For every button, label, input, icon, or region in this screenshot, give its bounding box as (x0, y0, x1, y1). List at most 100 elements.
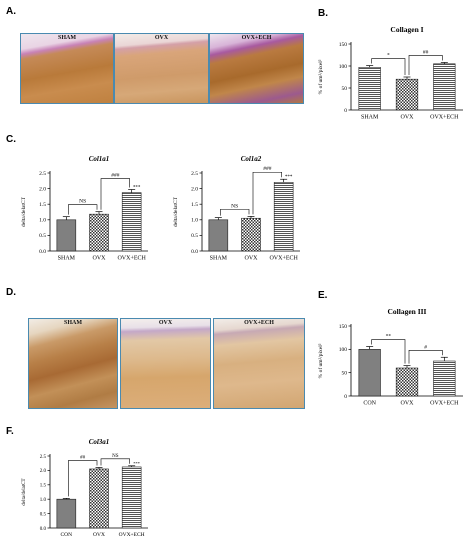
micrograph-d-ovx-ech-label: OVX+ECH (244, 320, 274, 326)
chart-f-category-0: CON (61, 532, 73, 538)
chart-e-collagen3: Collagen III 0 50 100 150 % of um²/pixel² CON O… (317, 307, 463, 407)
chart-f-bar-2 (121, 466, 142, 529)
chart-b-category-0: SHAM (361, 115, 379, 121)
chart-b-bar-2 (433, 63, 456, 111)
chart-b-collagen1: Collagen I 0 50 100 150 % of um²/pixel² SHAM OV… (317, 25, 463, 121)
chart-c2-category-0: SHAM (210, 256, 228, 262)
chart-c2-ytick-label: 1.0 (191, 218, 198, 224)
chart-c2-ylabel: delta/delatCT (173, 196, 179, 227)
chart-e-bracket-0 (371, 339, 406, 364)
chart-f-bar-1 (89, 468, 109, 529)
chart-c1-title: Col1a1 (89, 155, 110, 163)
chart-f-bracket-0 (68, 460, 98, 497)
chart-c1-stars-2: *** (133, 186, 141, 191)
panel-label-d: D. (6, 287, 16, 298)
chart-e-ytick-label: 100 (339, 347, 348, 353)
micrograph-a-sham: SHAM (20, 33, 114, 104)
chart-c1-bracket-1-label: ### (111, 173, 120, 179)
chart-c2-bracket-1 (252, 171, 282, 215)
chart-b-ytick-label: 100 (339, 64, 348, 70)
chart-c2-ytick-label: 2.0 (191, 186, 198, 192)
chart-e-ylabel: % of um²/pixel² (317, 343, 324, 378)
chart-f-ytick-label: 0.5 (40, 512, 47, 517)
micrograph-d-sham-label: SHAM (64, 320, 82, 326)
chart-c1-ytick-label: 1.5 (39, 202, 46, 208)
chart-c1-ylabel: delta/delatCT (21, 196, 27, 227)
chart-f-ytick-label: 1.0 (40, 498, 47, 503)
micrograph-a-ovx-ech: OVX+ECH (209, 33, 304, 104)
chart-f-col3a1: Col3a1 0.0 0.5 1.0 1.5 2.0 2.5 delta/delatCT CON… (22, 438, 148, 538)
chart-c1-category-1: OVX (93, 256, 107, 262)
chart-f-bracket-1-label: NS (112, 454, 119, 459)
micrograph-d-ovx-ech: OVX+ECH (213, 318, 305, 409)
chart-c1-ytick-label: 1.0 (39, 218, 46, 224)
panel-label-a: A. (6, 6, 16, 17)
chart-c2-bracket-0-label: NS (231, 203, 238, 209)
chart-c1-bracket-1 (100, 178, 130, 210)
micrograph-a-ovx-ech-label: OVX+ECH (241, 35, 272, 41)
chart-e-bracket-0-label: ** (386, 334, 392, 340)
chart-c2-bracket-1-label: ### (263, 166, 272, 172)
chart-b-bracket-0 (371, 58, 406, 75)
chart-c2-category-2: OVX+ECH (269, 256, 298, 262)
chart-c1-bracket-0-label: NS (79, 199, 86, 205)
chart-b-bracket-1-label: ## (423, 49, 429, 55)
chart-e-ytick-label: 50 (342, 370, 348, 376)
chart-c2-title: Col1a2 (241, 155, 262, 163)
chart-e-bracket-1-label: # (424, 344, 427, 350)
chart-f-bracket-1 (100, 458, 130, 466)
micrograph-d-ovx-label: OVX (158, 320, 173, 326)
chart-e-ytick-label: 150 (339, 324, 348, 330)
chart-e-bar-0 (358, 349, 381, 397)
chart-f-category-2: OVX+ECH (119, 532, 145, 538)
chart-e-category-2: OVX+ECH (430, 401, 459, 407)
chart-b-category-1: OVX (401, 115, 415, 121)
chart-e-ytick-label: 0 (344, 394, 347, 400)
chart-f-bracket-0-label: ## (80, 456, 86, 461)
chart-b-bracket-1 (408, 55, 443, 75)
micrograph-d-ovx: OVX (120, 318, 211, 409)
chart-e-bar-1 (395, 367, 419, 397)
chart-f-title: Col3a1 (89, 438, 110, 446)
chart-f-bar-0 (56, 498, 77, 529)
chart-f-category-1: OVX (93, 532, 105, 538)
chart-c-col1a2: Col1a2 0.0 0.5 1.0 1.5 2.0 2.5 delta/delatCT SHA… (173, 155, 300, 262)
chart-e-category-1: OVX (401, 401, 415, 407)
chart-c2-ytick-label: 2.5 (191, 171, 198, 177)
chart-b-ylabel: % of um²/pixel² (317, 59, 324, 94)
chart-b-category-2: OVX+ECH (430, 115, 459, 121)
chart-c2-ytick-label: 0.5 (191, 233, 198, 239)
chart-c1-bar-2 (121, 192, 142, 252)
chart-c1-ytick-label: 0.5 (39, 233, 46, 239)
panel-label-f: F. (6, 426, 14, 437)
chart-f-stars-2: *** (133, 461, 141, 466)
micrograph-d-sham: SHAM (28, 318, 118, 409)
micrograph-a-sham-label: SHAM (58, 35, 76, 41)
panel-label-c: C. (6, 134, 16, 145)
chart-b-ytick-label: 0 (344, 108, 347, 114)
chart-c1-ytick-label: 0.0 (39, 249, 46, 255)
micrograph-a-ovx: OVX (114, 33, 209, 104)
chart-b-bar-1 (395, 78, 419, 111)
chart-f-ytick-label: 2.5 (40, 455, 47, 460)
chart-c1-category-2: OVX+ECH (117, 256, 146, 262)
chart-b-ytick-label: 50 (342, 86, 348, 92)
chart-c2-bracket-0 (220, 209, 250, 216)
chart-c2-category-1: OVX (245, 256, 259, 262)
chart-e-title: Collagen III (388, 307, 427, 316)
micrograph-a-ovx-label: OVX (154, 35, 169, 41)
chart-b-ytick-label: 150 (339, 42, 348, 48)
chart-f-ylabel: delta/delatCT (22, 478, 27, 505)
chart-c1-ytick-label: 2.5 (39, 171, 46, 177)
chart-c2-bar-1 (241, 217, 261, 252)
chart-b-bar-0 (358, 67, 381, 111)
chart-e-bar-2 (433, 360, 456, 397)
chart-c2-bar-0 (208, 219, 229, 252)
chart-c2-stars-2: *** (285, 175, 293, 180)
chart-c1-bracket-0 (68, 204, 98, 215)
chart-c-col1a1: Col1a1 0.0 0.5 1.0 1.5 2.0 2.5 delta/delatCT SHA… (21, 155, 148, 262)
chart-c1-bar-0 (56, 219, 77, 252)
chart-f-ytick-label: 1.5 (40, 484, 47, 489)
chart-b-bracket-0-label: * (387, 53, 390, 59)
chart-c2-ytick-label: 1.5 (191, 202, 198, 208)
